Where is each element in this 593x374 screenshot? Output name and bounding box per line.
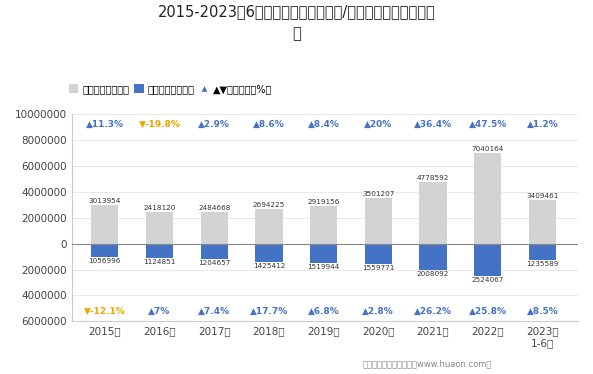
Text: 3501207: 3501207 xyxy=(362,191,394,197)
Text: ▲7%: ▲7% xyxy=(148,307,171,316)
Bar xyxy=(419,244,447,270)
Bar xyxy=(529,200,556,244)
Legend: 出口额（万美元）, 进口额（万美元）, ▲▼同比增长（%）: 出口额（万美元）, 进口额（万美元）, ▲▼同比增长（%） xyxy=(67,82,275,96)
Bar xyxy=(146,212,173,244)
Text: ▲2.9%: ▲2.9% xyxy=(198,120,230,129)
Text: 2015-2023年6月江西省（境内目的地/货源地）进、出口额统: 2015-2023年6月江西省（境内目的地/货源地）进、出口额统 xyxy=(158,4,435,19)
Text: ▲7.4%: ▲7.4% xyxy=(198,307,230,316)
Text: ▼-19.8%: ▼-19.8% xyxy=(139,120,180,129)
Text: ▲36.4%: ▲36.4% xyxy=(414,120,452,129)
Text: 1425412: 1425412 xyxy=(253,263,285,269)
Bar xyxy=(146,244,173,258)
Bar xyxy=(365,244,392,264)
Text: ▲17.7%: ▲17.7% xyxy=(250,307,288,316)
Text: 1559771: 1559771 xyxy=(362,265,394,271)
Text: 2524067: 2524067 xyxy=(471,278,504,283)
Bar xyxy=(474,153,502,244)
Text: ▼-12.1%: ▼-12.1% xyxy=(84,307,126,316)
Bar xyxy=(200,244,228,259)
Text: ▲8.6%: ▲8.6% xyxy=(253,120,285,129)
Bar xyxy=(310,244,337,263)
Bar xyxy=(200,212,228,244)
Text: ▲6.8%: ▲6.8% xyxy=(308,307,340,316)
Text: ▲8.5%: ▲8.5% xyxy=(527,307,559,316)
Text: ▲2.8%: ▲2.8% xyxy=(362,307,394,316)
Text: 1124851: 1124851 xyxy=(144,259,176,265)
Text: 4778592: 4778592 xyxy=(417,175,449,181)
Text: ▲26.2%: ▲26.2% xyxy=(414,307,452,316)
Bar xyxy=(474,244,502,276)
Text: 2919156: 2919156 xyxy=(307,199,340,205)
Text: 2484668: 2484668 xyxy=(198,205,231,211)
Bar xyxy=(91,205,119,244)
Text: 制图：华经产业研究院（www.huaon.com）: 制图：华经产业研究院（www.huaon.com） xyxy=(362,359,492,368)
Text: ▲8.4%: ▲8.4% xyxy=(308,120,340,129)
Text: 3409461: 3409461 xyxy=(526,193,559,199)
Bar xyxy=(255,209,283,244)
Text: 2008092: 2008092 xyxy=(417,271,449,277)
Text: ▲11.3%: ▲11.3% xyxy=(86,120,124,129)
Text: 1519944: 1519944 xyxy=(307,264,340,270)
Text: 1056996: 1056996 xyxy=(88,258,121,264)
Bar xyxy=(365,198,392,244)
Bar xyxy=(529,244,556,260)
Text: 3013954: 3013954 xyxy=(88,198,121,204)
Bar xyxy=(310,206,337,244)
Bar xyxy=(419,182,447,244)
Bar xyxy=(255,244,283,262)
Text: ▲1.2%: ▲1.2% xyxy=(527,120,559,129)
Text: 2694225: 2694225 xyxy=(253,202,285,208)
Text: 2418120: 2418120 xyxy=(144,205,176,211)
Text: 7040164: 7040164 xyxy=(471,145,504,151)
Text: 1204657: 1204657 xyxy=(198,260,231,266)
Text: ▲20%: ▲20% xyxy=(364,120,393,129)
Bar xyxy=(91,244,119,257)
Text: 1235589: 1235589 xyxy=(526,261,559,267)
Text: ▲25.8%: ▲25.8% xyxy=(468,307,507,316)
Text: 计: 计 xyxy=(292,26,301,41)
Text: ▲47.5%: ▲47.5% xyxy=(468,120,507,129)
